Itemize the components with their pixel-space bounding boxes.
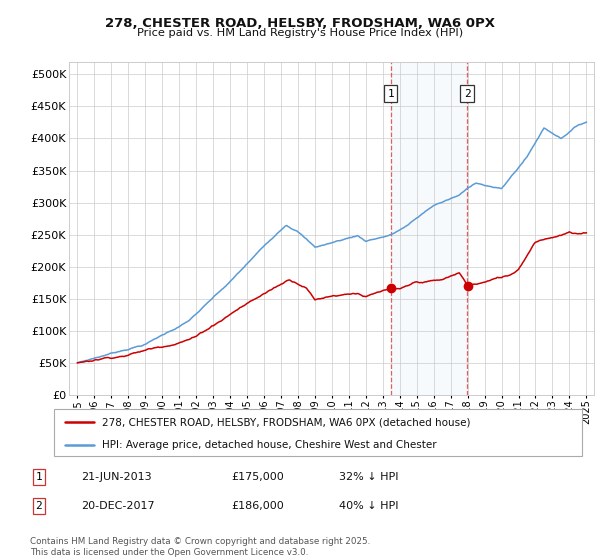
Text: 1: 1 [35, 472, 43, 482]
Text: 20-DEC-2017: 20-DEC-2017 [81, 501, 155, 511]
Bar [391, 62, 467, 395]
FancyBboxPatch shape [54, 409, 582, 456]
Text: 32% ↓ HPI: 32% ↓ HPI [339, 472, 398, 482]
Text: 21-JUN-2013: 21-JUN-2013 [81, 472, 152, 482]
Text: 278, CHESTER ROAD, HELSBY, FRODSHAM, WA6 0PX: 278, CHESTER ROAD, HELSBY, FRODSHAM, WA6… [105, 17, 495, 30]
Text: 40% ↓ HPI: 40% ↓ HPI [339, 501, 398, 511]
Text: £175,000: £175,000 [231, 472, 284, 482]
Text: £186,000: £186,000 [231, 501, 284, 511]
Text: Contains HM Land Registry data © Crown copyright and database right 2025.
This d: Contains HM Land Registry data © Crown c… [30, 537, 370, 557]
Text: 2: 2 [464, 88, 470, 99]
Text: 2: 2 [35, 501, 43, 511]
Text: 278, CHESTER ROAD, HELSBY, FRODSHAM, WA6 0PX (detached house): 278, CHESTER ROAD, HELSBY, FRODSHAM, WA6… [101, 417, 470, 427]
Text: 1: 1 [388, 88, 394, 99]
Text: Price paid vs. HM Land Registry's House Price Index (HPI): Price paid vs. HM Land Registry's House … [137, 28, 463, 38]
Text: HPI: Average price, detached house, Cheshire West and Chester: HPI: Average price, detached house, Ches… [101, 440, 436, 450]
